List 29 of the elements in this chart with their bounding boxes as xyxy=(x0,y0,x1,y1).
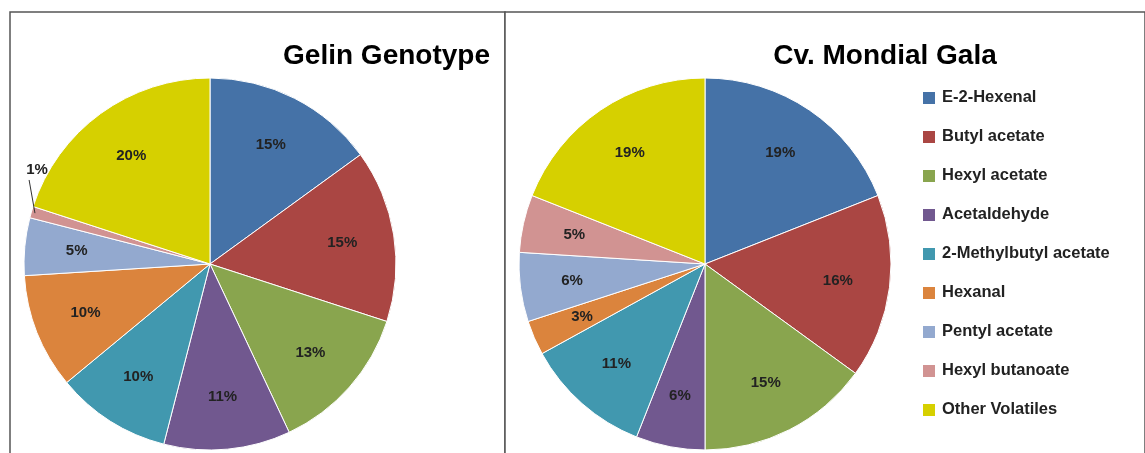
data-label: 15% xyxy=(255,134,286,152)
data-label: 3% xyxy=(571,307,593,325)
data-label: 15% xyxy=(750,373,781,391)
data-label: 20% xyxy=(116,145,147,163)
data-label: 5% xyxy=(563,224,586,242)
legend-label: Butyl acetate xyxy=(942,126,1045,145)
data-label: 15% xyxy=(327,233,358,251)
data-label: 6% xyxy=(669,385,691,403)
data-label: 10% xyxy=(70,303,101,321)
data-label: 5% xyxy=(65,241,88,259)
legend-label: Hexanal xyxy=(942,282,1006,301)
data-label: 19% xyxy=(765,143,796,161)
chart-title: Cv. Mondial Gala xyxy=(773,39,998,70)
legend-label: Acetaldehyde xyxy=(942,204,1050,223)
legend-label: Hexyl butanoate xyxy=(942,360,1070,379)
data-label: 19% xyxy=(614,143,645,161)
legend-label: Pentyl acetate xyxy=(942,321,1053,340)
data-label: 1% xyxy=(26,159,48,177)
legend-label: 2-Methylbutyl acetate xyxy=(942,243,1110,262)
chart-title: Gelin Genotype xyxy=(283,39,490,70)
legend-label: Other Volatiles xyxy=(942,399,1058,418)
data-label: 11% xyxy=(601,354,632,372)
data-label: 6% xyxy=(561,270,583,288)
legend-label: Hexyl acetate xyxy=(942,165,1048,184)
data-label: 13% xyxy=(295,342,326,360)
legend-label: E-2-Hexenal xyxy=(942,87,1037,106)
data-label: 16% xyxy=(822,270,853,288)
data-label: 10% xyxy=(123,367,154,385)
data-label: 11% xyxy=(208,387,238,405)
